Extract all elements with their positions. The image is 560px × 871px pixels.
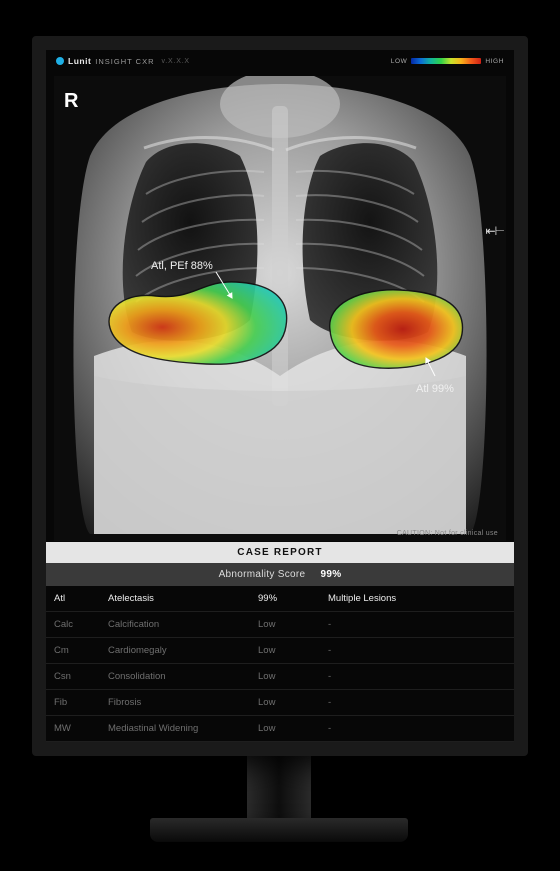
table-row[interactable]: MWMediastinal WideningLow- bbox=[46, 716, 514, 742]
caution-text: CAUTION: Not for clinical use bbox=[397, 530, 498, 537]
finding-score: Low bbox=[250, 612, 320, 638]
finding-code: MW bbox=[46, 716, 100, 742]
case-report-header: CASE REPORT bbox=[46, 542, 514, 563]
monitor-bezel: Lunit INSIGHT CXR v.X.X.X LOW HIGH bbox=[32, 36, 528, 756]
findings-table: AtlAtelectasis99%Multiple LesionsCalcCal… bbox=[46, 586, 514, 742]
finding-code: Fib bbox=[46, 690, 100, 716]
finding-site: - bbox=[320, 612, 514, 638]
legend-gradient-bar bbox=[411, 58, 481, 64]
finding-code: Csn bbox=[46, 664, 100, 690]
finding-name: Calcification bbox=[100, 612, 250, 638]
finding-score: Low bbox=[250, 716, 320, 742]
xray-viewport[interactable]: R ⇤⊢ CAUTION: Not for clinical use Atl, … bbox=[46, 72, 514, 542]
table-row[interactable]: CalcCalcificationLow- bbox=[46, 612, 514, 638]
finding-site: - bbox=[320, 664, 514, 690]
finding-name: Cardiomegaly bbox=[100, 638, 250, 664]
xray-side-marker: R bbox=[64, 90, 78, 113]
table-row[interactable]: CsnConsolidationLow- bbox=[46, 664, 514, 690]
monitor-stand-base bbox=[150, 818, 408, 842]
heatmap-legend: LOW HIGH bbox=[391, 58, 504, 65]
abnormality-label: Abnormality Score bbox=[219, 569, 306, 580]
monitor-stand-neck bbox=[247, 754, 311, 824]
brand-version: v.X.X.X bbox=[161, 58, 189, 65]
legend-low-label: LOW bbox=[391, 58, 408, 65]
finding-site: - bbox=[320, 716, 514, 742]
table-row[interactable]: FibFibrosisLow- bbox=[46, 690, 514, 716]
finding-code: Cm bbox=[46, 638, 100, 664]
finding-name: Consolidation bbox=[100, 664, 250, 690]
brand-product: INSIGHT CXR bbox=[95, 57, 154, 66]
finding-site: - bbox=[320, 690, 514, 716]
table-row[interactable]: AtlAtelectasis99%Multiple Lesions bbox=[46, 586, 514, 612]
finding-name: Atelectasis bbox=[100, 586, 250, 612]
screen: Lunit INSIGHT CXR v.X.X.X LOW HIGH bbox=[46, 50, 514, 742]
finding-name: Mediastinal Widening bbox=[100, 716, 250, 742]
lesion-label-left: Atl, PEf 88% bbox=[151, 260, 213, 272]
finding-score: Low bbox=[250, 638, 320, 664]
table-row[interactable]: CmCardiomegalyLow- bbox=[46, 638, 514, 664]
legend-high-label: HIGH bbox=[485, 58, 504, 65]
xray-svg bbox=[54, 76, 506, 541]
orientation-icon: ⇤⊢ bbox=[485, 224, 504, 238]
brand-block: Lunit INSIGHT CXR v.X.X.X bbox=[56, 56, 190, 66]
finding-name: Fibrosis bbox=[100, 690, 250, 716]
finding-code: Calc bbox=[46, 612, 100, 638]
brand-logo-icon bbox=[56, 57, 64, 65]
lesion-heatmap-right bbox=[330, 290, 463, 368]
finding-score: Low bbox=[250, 664, 320, 690]
finding-site: - bbox=[320, 638, 514, 664]
xray-image: R ⇤⊢ CAUTION: Not for clinical use Atl, … bbox=[54, 76, 506, 541]
brand-name: Lunit bbox=[68, 56, 91, 66]
abnormality-value: 99% bbox=[320, 569, 341, 580]
finding-score: Low bbox=[250, 690, 320, 716]
top-bar: Lunit INSIGHT CXR v.X.X.X LOW HIGH bbox=[46, 50, 514, 72]
finding-score: 99% bbox=[250, 586, 320, 612]
finding-code: Atl bbox=[46, 586, 100, 612]
finding-site: Multiple Lesions bbox=[320, 586, 514, 612]
lesion-label-right: Atl 99% bbox=[416, 383, 454, 395]
abnormality-score-row: Abnormality Score 99% bbox=[46, 563, 514, 586]
